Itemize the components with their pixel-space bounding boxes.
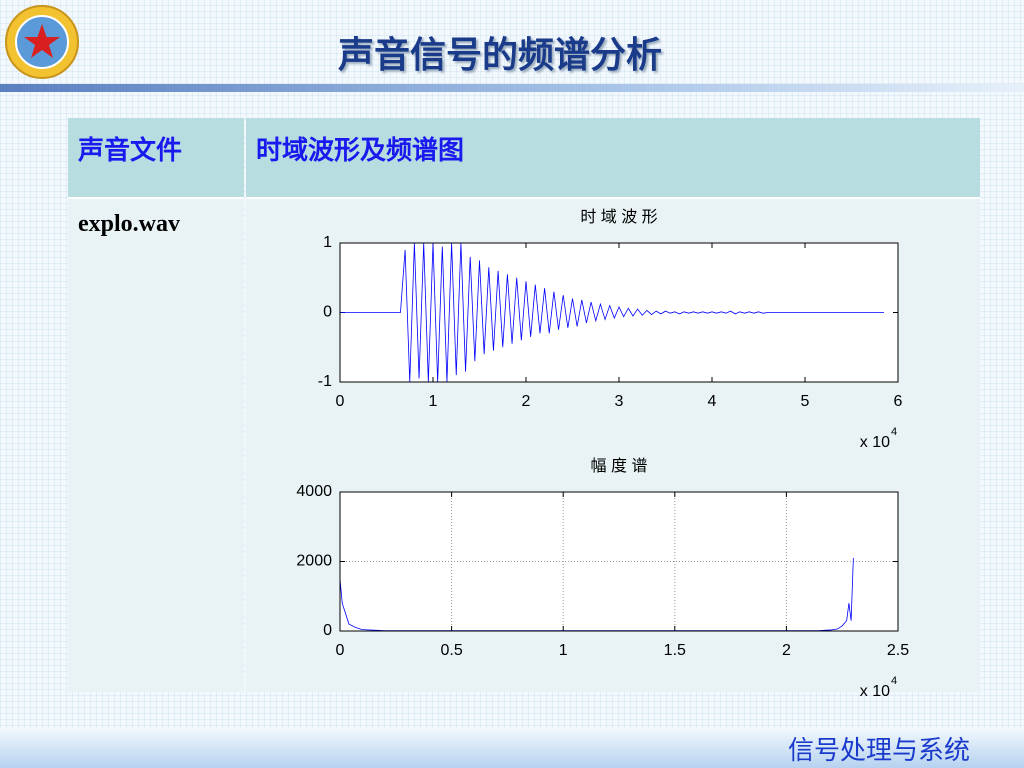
y-tick-label: 2000 (296, 553, 332, 570)
footer-text: 信号处理与系统 (787, 736, 970, 766)
header-bar (0, 84, 1024, 92)
x-tick-label: 0 (336, 393, 345, 410)
slide-title: 声音信号的频谱分析 (337, 35, 662, 76)
x-tick-label: 2 (522, 393, 531, 410)
y-tick-label: 0 (323, 304, 332, 321)
x-tick-label: 0.5 (440, 642, 462, 659)
plot-frame (339, 242, 899, 383)
y-tick-label: 1 (323, 234, 332, 251)
plot-frame (339, 491, 899, 632)
data-line (340, 243, 885, 382)
x-tick-label: 1.5 (664, 642, 686, 659)
header-cell: 声音文件 (68, 118, 244, 197)
x-tick-label: 0 (336, 642, 345, 659)
logo (5, 5, 79, 79)
x-scale-exponent: 4 (891, 426, 897, 438)
y-tick-label: 4000 (296, 483, 332, 500)
x-tick-label: 2.5 (887, 642, 909, 659)
header-text: 声音文件 (78, 136, 183, 166)
x-scale-label: x 10 (860, 434, 890, 451)
x-tick-label: 5 (801, 393, 810, 410)
header-text: 时域波形及频谱图 (256, 136, 465, 166)
header-cell: 时域波形及频谱图 (246, 118, 980, 197)
x-tick-label: 3 (615, 393, 624, 410)
x-scale-exponent: 4 (891, 675, 897, 687)
x-tick-label: 6 (894, 393, 903, 410)
x-tick-label: 1 (559, 642, 568, 659)
x-tick-label: 1 (429, 393, 438, 410)
file-name: explo.wav (78, 211, 180, 237)
x-tick-label: 2 (782, 642, 791, 659)
table-cell: explo.wav (68, 197, 244, 692)
chart-title: 幅 度 谱 (591, 457, 648, 475)
y-tick-label: -1 (318, 373, 332, 390)
chart-title: 时 域 波 形 (580, 208, 657, 226)
y-tick-label: 0 (323, 622, 332, 639)
x-scale-label: x 10 (860, 683, 890, 700)
x-tick-label: 4 (708, 393, 717, 410)
footer-bar (0, 728, 1024, 768)
